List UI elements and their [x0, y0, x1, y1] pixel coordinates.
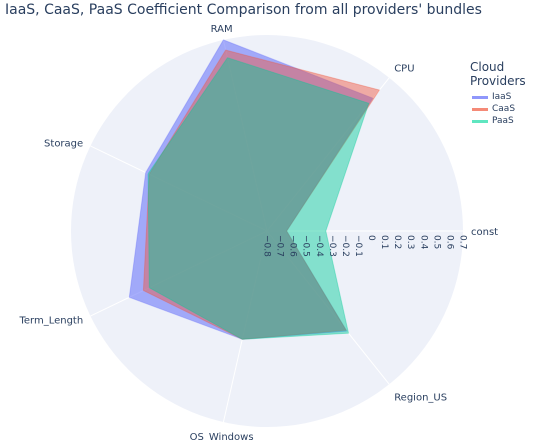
radial-tick-label: 0.5 [431, 235, 441, 249]
axis-label-os-windows: OS_Windows [190, 432, 254, 441]
radial-tick-label: 0.2 [392, 235, 402, 249]
radial-tick-label: 0.4 [418, 235, 428, 250]
radial-tick-label: −0.4 [314, 235, 324, 257]
axis-label-ram: RAM [211, 24, 233, 35]
radial-tick-label: −0.7 [275, 235, 285, 257]
radial-tick-label: 0.7 [458, 235, 468, 249]
series-iaas [128, 39, 374, 340]
legend-label-paas: PaaS [492, 116, 514, 126]
axis-label-storage: Storage [44, 138, 83, 149]
radial-tick-label: −0.8 [262, 235, 272, 257]
axis-label-cpu: CPU [394, 64, 414, 75]
legend-item-caas[interactable]: CaaS [472, 103, 550, 115]
radial-tick-label: −0.2 [340, 235, 350, 257]
radial-tick-label: 0.1 [379, 235, 389, 249]
legend-swatch-iaas [472, 95, 488, 99]
axis-label-const: const [471, 227, 498, 238]
chart-title: IaaS, CaaS, PaaS Coefficient Comparison … [5, 2, 482, 18]
legend-item-paas[interactable]: PaaS [472, 115, 550, 127]
radial-tick-label: −0.6 [288, 235, 298, 257]
legend-item-iaas[interactable]: IaaS [472, 91, 550, 103]
legend-swatch-paas [472, 119, 488, 123]
radial-tick-label: 0.6 [444, 235, 454, 250]
legend-label-iaas: IaaS [492, 92, 512, 102]
legend-title: Cloud Providers [470, 60, 526, 88]
legend-swatch-caas [472, 107, 488, 111]
axis-label-term-length: Term_Length [18, 316, 83, 327]
radial-tick-label: −0.1 [353, 235, 363, 257]
series-paas [147, 57, 370, 340]
axis-label-region-us: Region_US [394, 392, 447, 403]
series-caas [142, 49, 381, 340]
legend: Cloud Providers IaaS CaaS PaaS [470, 60, 550, 127]
legend-label-caas: CaaS [492, 104, 516, 114]
radial-tick-label: −0.5 [301, 235, 311, 257]
radial-tick-label: 0.3 [405, 235, 415, 249]
radial-tick-label: −0.3 [327, 235, 337, 257]
radial-tick-label: 0 [366, 235, 376, 241]
